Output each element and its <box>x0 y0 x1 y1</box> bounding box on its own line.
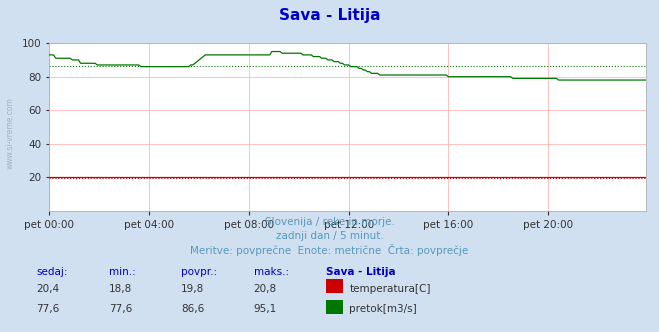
Text: maks.:: maks.: <box>254 267 289 277</box>
Text: sedaj:: sedaj: <box>36 267 68 277</box>
Text: Sava - Litija: Sava - Litija <box>326 267 396 277</box>
Text: 20,4: 20,4 <box>36 284 59 294</box>
Text: temperatura[C]: temperatura[C] <box>349 284 431 294</box>
Text: 77,6: 77,6 <box>36 304 59 314</box>
Text: povpr.:: povpr.: <box>181 267 217 277</box>
Text: 86,6: 86,6 <box>181 304 204 314</box>
Text: Slovenija / reke in morje.: Slovenija / reke in morje. <box>264 217 395 227</box>
Text: Meritve: povprečne  Enote: metrične  Črta: povprečje: Meritve: povprečne Enote: metrične Črta:… <box>190 244 469 256</box>
Text: 18,8: 18,8 <box>109 284 132 294</box>
Text: pretok[m3/s]: pretok[m3/s] <box>349 304 417 314</box>
Text: Sava - Litija: Sava - Litija <box>279 8 380 23</box>
Text: 95,1: 95,1 <box>254 304 277 314</box>
Text: min.:: min.: <box>109 267 136 277</box>
Text: 77,6: 77,6 <box>109 304 132 314</box>
Text: zadnji dan / 5 minut.: zadnji dan / 5 minut. <box>275 231 384 241</box>
Text: www.si-vreme.com: www.si-vreme.com <box>5 97 14 169</box>
Text: 19,8: 19,8 <box>181 284 204 294</box>
Text: 20,8: 20,8 <box>254 284 277 294</box>
